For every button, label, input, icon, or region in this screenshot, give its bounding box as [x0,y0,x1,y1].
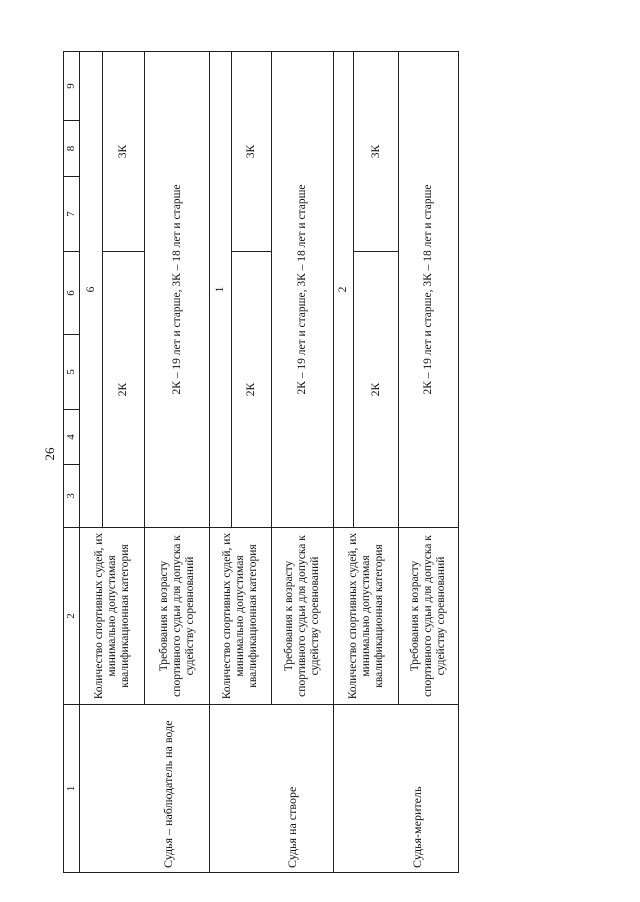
category-b: 3К [231,51,271,252]
category-a: 2К [102,251,144,528]
count-label: Количество спортивных судей, их минималь… [209,527,271,705]
category-a: 2К [353,251,398,528]
category-b: 3К [353,51,398,252]
column-number: 4 [63,409,79,465]
table-row: Судья-меритель Количество спортивных суд… [333,51,458,873]
judge-count: 2 [333,51,353,528]
column-number: 8 [63,120,79,177]
age-label: Требования к возрасту спортивного судьи … [398,527,458,705]
age-value: 2К – 19 лет и старше, 3К – 18 лет и стар… [144,51,209,528]
age-label: Требования к возрасту спортивного судьи … [144,527,209,705]
column-number: 6 [63,251,79,335]
age-value: 2К – 19 лет и старше, 3К – 18 лет и стар… [398,51,458,528]
column-number: 9 [63,51,79,121]
column-number-row: 1 2 3 4 5 6 7 8 9 [63,51,79,873]
age-value: 2К – 19 лет и старше, 3К – 18 лет и стар… [271,51,333,528]
count-label: Количество спортивных судей, их минималь… [333,527,398,705]
judge-count: 1 [209,51,231,528]
judge-count: 6 [79,51,102,528]
table-row: Судья – наблюдатель на воде Количество с… [79,51,209,873]
judge-role: Судья – наблюдатель на воде [79,704,209,873]
column-number: 3 [63,464,79,528]
judge-role: Судья-меритель [333,704,458,873]
category-a: 2К [231,251,271,528]
judge-role: Судья на створе [209,704,333,873]
page-number: 26 [42,447,57,461]
table-row: Судья на створе Количество спортивных су… [209,51,333,873]
column-number: 5 [63,334,79,410]
column-number: 7 [63,176,79,252]
category-b: 3К [102,51,144,252]
column-number: 2 [63,527,79,705]
count-label: Количество спортивных судей, их минималь… [79,527,144,705]
judges-table: 1 2 3 4 5 6 7 8 9 Судья – наблюдатель на… [63,51,459,873]
judges-table-rotated: 1 2 3 4 5 6 7 8 9 Судья – наблюдатель на… [63,51,459,873]
column-number: 1 [63,704,79,873]
age-label: Требования к возрасту спортивного судьи … [271,527,333,705]
